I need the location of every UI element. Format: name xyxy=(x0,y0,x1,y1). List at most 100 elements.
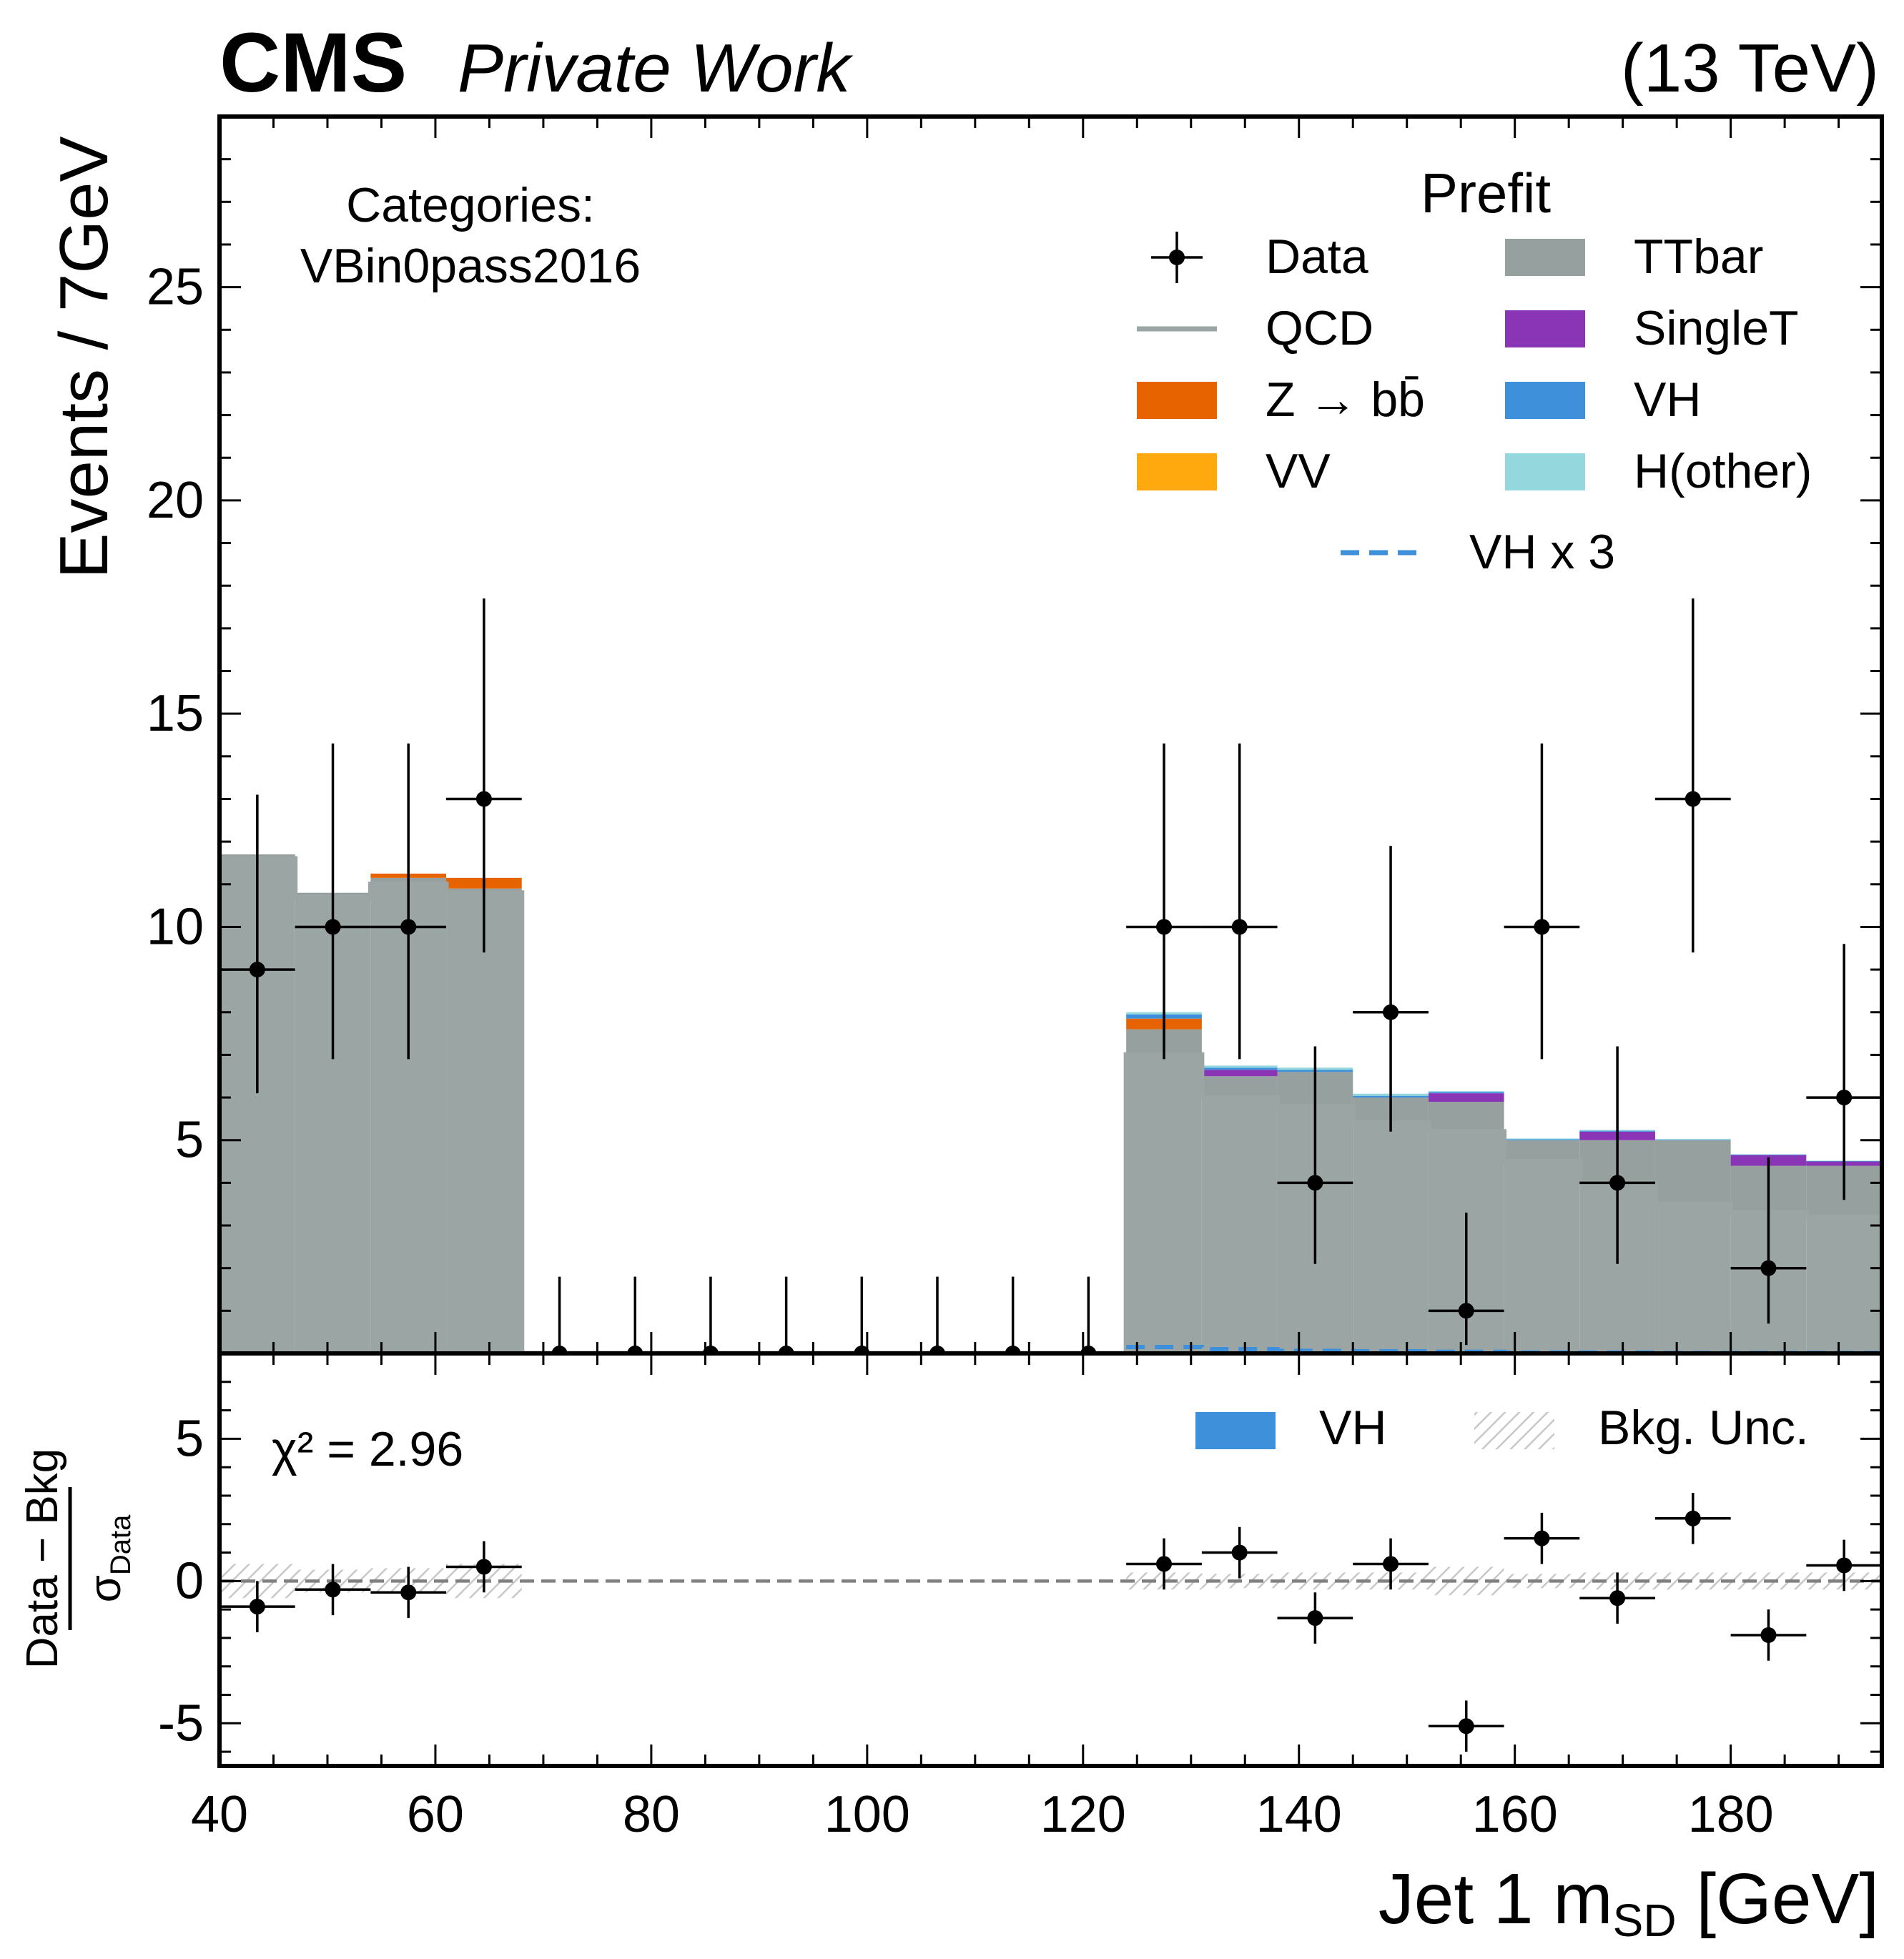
stack-bar-ttbar xyxy=(1654,1140,1731,1205)
ratio-point xyxy=(1685,1510,1701,1526)
legend-label-vv: VV xyxy=(1266,444,1331,498)
stack-bar-hother xyxy=(1201,1065,1278,1068)
stack-bar-qcd xyxy=(1504,1161,1580,1353)
ratio-point xyxy=(400,1584,417,1601)
data-point xyxy=(1836,1090,1853,1106)
stack-bar-qcd xyxy=(1201,1097,1278,1353)
stack-bar-hother xyxy=(1654,1138,1731,1140)
legend-label-qcd: QCD xyxy=(1266,301,1373,355)
legend-swatch-data-dot xyxy=(1169,250,1185,265)
stack-bar-ttbar xyxy=(1504,1140,1580,1162)
ratio-y-tick-label: -5 xyxy=(158,1694,204,1752)
x-tick-label: 120 xyxy=(1040,1786,1126,1843)
stack-bar-singlet xyxy=(1201,1070,1278,1077)
y-tick-label: 25 xyxy=(147,259,204,316)
legend-swatch-hother xyxy=(1505,453,1585,490)
stack-bar-hother xyxy=(1428,1091,1504,1092)
legend-swatch-ttbar xyxy=(1505,239,1585,276)
legend-label-data: Data xyxy=(1266,230,1368,284)
ratio-y-denominator: σData xyxy=(81,1514,137,1603)
x-tick-label: 60 xyxy=(407,1786,464,1843)
x-tick-label: 160 xyxy=(1472,1786,1558,1843)
x-tick-label: 80 xyxy=(623,1786,680,1843)
legend-label-vhx3: VH x 3 xyxy=(1469,525,1615,579)
status-label: Private Work xyxy=(458,30,854,107)
data-point xyxy=(325,919,341,935)
y-tick-label: 15 xyxy=(147,685,204,742)
energy-label: (13 TeV) xyxy=(1621,30,1879,107)
stack-bar-vh xyxy=(1201,1067,1278,1070)
ratio-point xyxy=(1307,1610,1323,1627)
stack-bar-qcd xyxy=(1353,1122,1429,1353)
legend-swatch-vv xyxy=(1137,453,1217,490)
stack-bar-vh xyxy=(1428,1092,1504,1094)
ratio-y-tick-label: 5 xyxy=(175,1410,204,1467)
ratio-point xyxy=(1156,1556,1173,1572)
legend-swatch-vh xyxy=(1505,382,1585,419)
ratio-point xyxy=(1383,1556,1399,1572)
data-point xyxy=(475,791,492,807)
ratio-legend-unc-swatch xyxy=(1474,1412,1554,1449)
category-heading: Categories: xyxy=(346,178,595,232)
data-point xyxy=(1609,1175,1626,1191)
data-point xyxy=(400,919,417,935)
stack-bar-hother xyxy=(1730,1154,1807,1155)
ratio-point xyxy=(1458,1718,1474,1735)
stack-bar-qcd xyxy=(1126,1055,1202,1353)
chi2-label: χ² = 2.96 xyxy=(272,1422,463,1476)
stack-bar-singlet xyxy=(1428,1093,1504,1102)
ratio-point xyxy=(1231,1544,1248,1561)
x-tick-label: 100 xyxy=(824,1786,910,1843)
ratio-frame xyxy=(217,1351,1884,1768)
bkg-uncertainty-band xyxy=(1654,1572,1731,1590)
x-axis-title: Jet 1 mSD [GeV] xyxy=(1378,1859,1879,1946)
data-point xyxy=(1307,1175,1323,1191)
data-point xyxy=(249,962,265,978)
ratio-point xyxy=(1836,1557,1853,1574)
stack-bar-ttbar xyxy=(1201,1076,1278,1098)
legend-label-zbb: Z → bb̄ xyxy=(1266,372,1425,427)
legend-label-singlet: SingleT xyxy=(1634,301,1799,355)
legend-label-vh: VH xyxy=(1634,372,1701,427)
legend-swatch-singlet xyxy=(1505,310,1585,347)
legend-swatch-zbb xyxy=(1137,382,1217,419)
ratio-panel-plot-area xyxy=(219,1492,1882,1752)
x-tick-label: 40 xyxy=(191,1786,248,1843)
data-point xyxy=(1231,919,1248,935)
legend: Prefit Data TTbar QCD SingleT Z → bb̄ VH VV H(o… xyxy=(1137,162,1812,579)
ratio-point xyxy=(249,1599,265,1615)
y-axis-title: Events / 7GeV xyxy=(46,137,122,579)
ratio-point xyxy=(325,1581,341,1598)
ratio-legend-vh-label: VH xyxy=(1319,1401,1386,1455)
ratio-legend-vh-swatch xyxy=(1195,1412,1276,1449)
category-name: VBin0pass2016 xyxy=(300,239,641,293)
legend-label-hother: H(other) xyxy=(1634,444,1812,498)
ratio-point xyxy=(1760,1627,1777,1643)
stack-bar-hother xyxy=(1504,1138,1580,1140)
ratio-point xyxy=(1609,1590,1626,1607)
x-tick-label: 180 xyxy=(1688,1786,1774,1843)
main-panel-plot-area xyxy=(219,598,1882,1353)
ratio-point xyxy=(475,1559,492,1575)
data-point xyxy=(1458,1303,1474,1319)
experiment-label: CMS xyxy=(219,16,407,110)
stack-bar-ttbar xyxy=(1428,1102,1504,1132)
stack-bar-qcd xyxy=(446,892,522,1353)
stack-bar-qcd xyxy=(1806,1217,1882,1353)
legend-label-ttbar: TTbar xyxy=(1634,230,1763,284)
stack-bar-qcd xyxy=(1654,1204,1731,1353)
data-point xyxy=(1383,1004,1399,1020)
x-tick-label: 140 xyxy=(1256,1786,1342,1843)
data-point xyxy=(1760,1260,1777,1276)
ratio-y-axis-title: Data − Bkg σData xyxy=(18,1449,137,1669)
ratio-point xyxy=(1534,1530,1550,1546)
ratio-y-numerator: Data − Bkg xyxy=(18,1449,67,1669)
data-point xyxy=(1534,919,1550,935)
ratio-legend: VH Bkg. Unc. χ² = 2.96 xyxy=(272,1401,1809,1476)
data-point xyxy=(1685,791,1701,807)
axes: 5 10 15 20 25 -5 0 5 40 60 80 100 120 140 160 180 xyxy=(147,114,1884,1843)
ratio-y-tick-label: 0 xyxy=(175,1552,204,1609)
y-tick-label: 20 xyxy=(147,472,204,529)
ratio-legend-unc-label: Bkg. Unc. xyxy=(1598,1401,1809,1455)
